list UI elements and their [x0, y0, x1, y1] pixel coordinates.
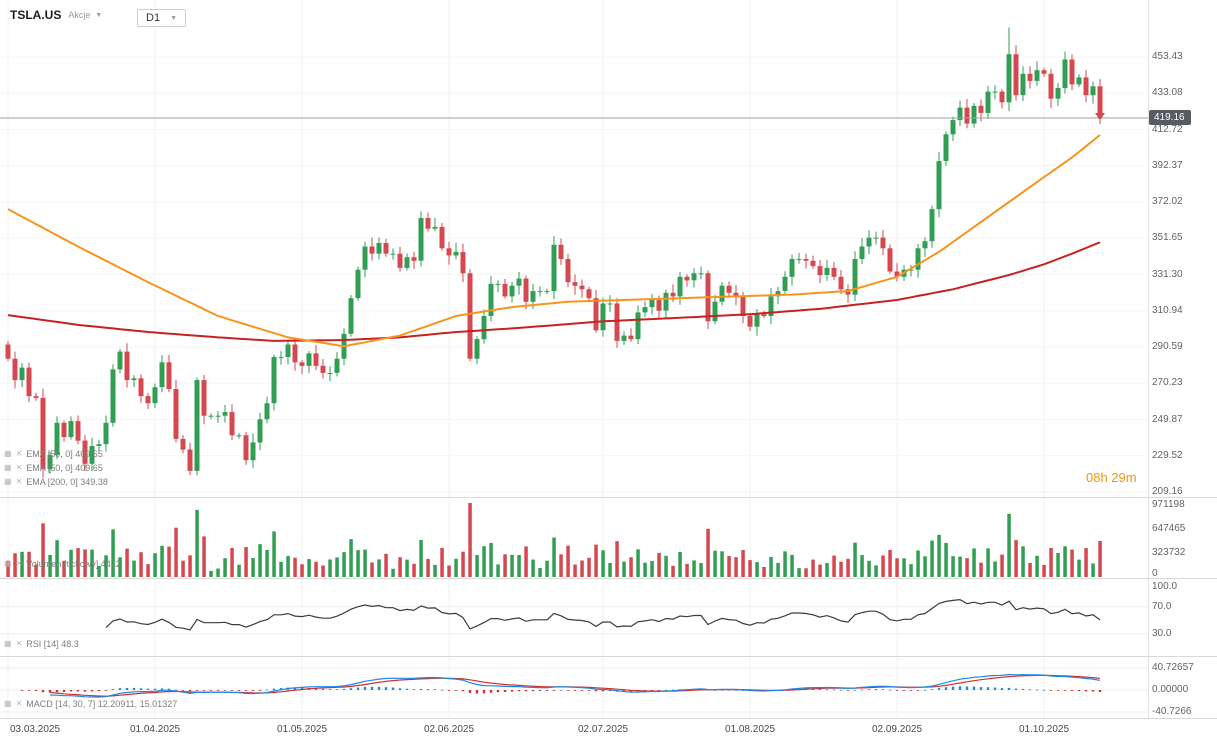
indicator-legend-label: Volumen [tickowy] 4412: [26, 559, 121, 569]
indicator-legend-label: EMA [200, 0] 349.38: [26, 477, 108, 487]
indicator-settings-icon[interactable]: ▦: [4, 463, 12, 472]
price-axis-label: 310.94: [1152, 304, 1183, 316]
indicator-remove-icon[interactable]: ✕: [15, 449, 23, 458]
price-axis-label: 229.52: [1152, 449, 1183, 461]
timeframe-selector[interactable]: D1 ▼: [137, 9, 186, 27]
macd-axis-label: 40.72657: [1152, 662, 1194, 673]
indicator-settings-icon[interactable]: ▦: [4, 449, 12, 458]
indicator-legend-label: EMA [50, 0] 409.65: [26, 463, 103, 473]
indicator-remove-icon[interactable]: ✕: [15, 559, 23, 568]
price-axis-label: 351.65: [1152, 232, 1183, 244]
macd-axis-label: -40.7266: [1152, 706, 1192, 717]
price-axis-label: 372.02: [1152, 196, 1183, 207]
price-axis-label: 249.87: [1152, 413, 1183, 425]
date-axis-label: 02.09.2025: [871, 724, 923, 735]
date-axis-label: 01.10.2025: [1018, 724, 1070, 735]
instrument-type-label: Akcje: [68, 10, 91, 20]
date-axis-label: 02.07.2025: [577, 724, 629, 735]
price-axis-label: 209.16: [1152, 486, 1183, 497]
timeframe-label: D1: [146, 12, 161, 24]
candle-countdown-timer: 08h 29m: [1086, 470, 1137, 485]
indicator-legend-ema50: ▦ ✕ EMA [50, 0] 409.65: [4, 449, 103, 459]
price-axis-label: 331.30: [1152, 268, 1183, 280]
price-axis-label: 412.72: [1152, 123, 1183, 135]
rsi-axis-label: 30.0: [1152, 628, 1172, 639]
indicator-settings-icon[interactable]: ▦: [4, 477, 12, 486]
date-axis-label: 01.04.2025: [129, 724, 181, 735]
indicator-legend-label: EMA [50, 0] 409.65: [26, 449, 103, 459]
indicator-settings-icon[interactable]: ▦: [4, 639, 12, 648]
indicator-legend-label: RSI [14] 48.3: [26, 639, 79, 649]
chevron-down-icon[interactable]: ▼: [95, 11, 103, 19]
price-axis-label: 453.43: [1152, 51, 1183, 62]
macd-axis-label: 0.00000: [1152, 684, 1189, 695]
date-axis-label: 03.03.2025: [9, 724, 61, 735]
price-axis-label: 433.08: [1152, 87, 1183, 99]
price-axis-label: 270.23: [1152, 377, 1183, 389]
instrument-selector[interactable]: TSLA.US Akcje ▼: [10, 8, 102, 22]
chevron-down-icon[interactable]: ▼: [170, 14, 177, 22]
current-price-badge: 419.16: [1149, 110, 1191, 125]
date-axis-label: 01.05.2025: [276, 724, 328, 735]
symbol-label: TSLA.US: [10, 8, 62, 22]
indicator-remove-icon[interactable]: ✕: [15, 477, 23, 486]
price-direction-marker: [1095, 113, 1105, 120]
indicator-legend-label: MACD [14, 30, 7] 12.20911, 15.01327: [26, 699, 178, 709]
indicator-legend-macd: ▦ ✕ MACD [14, 30, 7] 12.20911, 15.01327: [4, 699, 177, 709]
volume-axis-label: 323732: [1152, 547, 1186, 558]
indicator-legend-volume: ▦ ✕ Volumen [tickowy] 4412: [4, 559, 121, 569]
price-axis-label: 392.37: [1152, 159, 1183, 171]
volume-axis-label: 0: [1152, 568, 1158, 579]
indicator-legend-ema200: ▦ ✕ EMA [200, 0] 349.38: [4, 477, 108, 487]
indicator-legend-ema50b: ▦ ✕ EMA [50, 0] 409.65: [4, 463, 103, 473]
rsi-axis-label: 100.0: [1152, 581, 1178, 592]
indicator-settings-icon[interactable]: ▦: [4, 559, 12, 568]
indicator-settings-icon[interactable]: ▦: [4, 699, 12, 708]
indicator-remove-icon[interactable]: ✕: [15, 463, 23, 472]
volume-axis-label: 647465: [1152, 523, 1186, 534]
date-axis-label: 02.06.2025: [423, 724, 475, 735]
rsi-axis-label: 70.0: [1152, 601, 1172, 612]
indicator-remove-icon[interactable]: ✕: [15, 639, 23, 648]
price-axis-label: 290.59: [1152, 341, 1183, 352]
indicator-remove-icon[interactable]: ✕: [15, 699, 23, 708]
date-axis-label: 01.08.2025: [724, 724, 776, 735]
volume-axis-label: 971198: [1152, 499, 1185, 510]
indicator-legend-rsi: ▦ ✕ RSI [14] 48.3: [4, 639, 79, 649]
